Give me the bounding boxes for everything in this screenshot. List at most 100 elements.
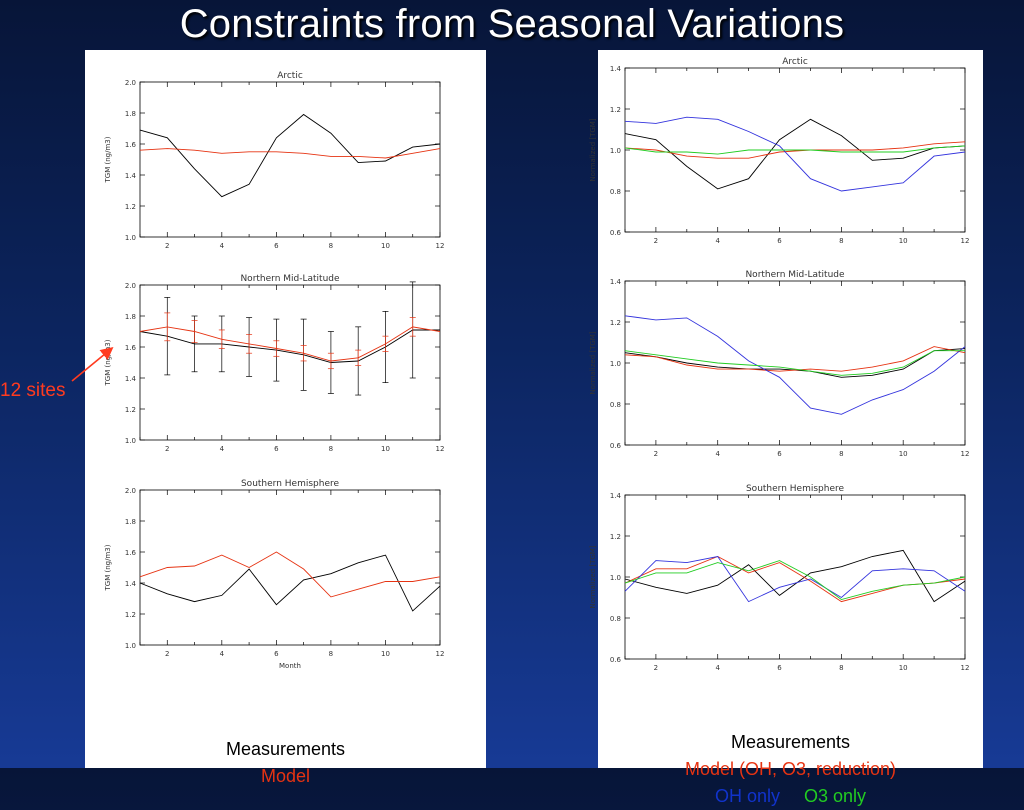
y-tick-label: 1.8 — [125, 518, 136, 526]
series-line-1 — [139, 113, 441, 198]
y-tick-label: 1.0 — [610, 147, 621, 155]
y-axis-label: Normalized [TGM] — [589, 331, 597, 394]
right-legend: Measurements Model (OH, O3, reduction) O… — [598, 729, 983, 810]
chart-title: Southern Hemisphere — [241, 479, 340, 489]
x-tick-label: 6 — [777, 450, 782, 458]
series-line-4 — [624, 560, 966, 600]
y-tick-label: 1.0 — [125, 234, 136, 242]
x-tick-label: 8 — [329, 242, 333, 250]
x-tick-label: 8 — [329, 650, 333, 658]
y-tick-label: 1.6 — [125, 344, 137, 352]
x-tick-label: 6 — [274, 242, 279, 250]
plot-frame — [139, 284, 441, 441]
chart-title: Southern Hemisphere — [746, 484, 845, 494]
y-axis-label: TGM (ng/m3) — [104, 544, 112, 591]
y-tick-label: 1.2 — [610, 106, 621, 114]
y-tick-label: 1.0 — [125, 642, 136, 650]
line-chart-5: Northern Mid-Latitude 0.6 0.8 1.0 1.2 1.4 2 4 6 8… — [589, 270, 969, 458]
x-tick-label: 8 — [839, 450, 843, 458]
y-tick-label: 1.0 — [610, 574, 621, 582]
series-line-1 — [139, 329, 440, 363]
chart-title: Arctic — [782, 57, 808, 67]
legend-measurements: Measurements — [225, 739, 346, 759]
series-line-1 — [139, 554, 441, 612]
x-tick-label: 2 — [654, 450, 658, 458]
series-line-2 — [624, 346, 966, 372]
x-tick-label: 6 — [777, 237, 782, 245]
y-tick-label: 0.6 — [610, 442, 622, 450]
x-tick-label: 12 — [961, 237, 970, 245]
legend-model: Model — [260, 766, 311, 786]
plot-frame — [139, 81, 441, 238]
y-tick-label: 1.4 — [125, 172, 137, 180]
x-tick-label: 6 — [777, 664, 782, 672]
y-tick-label: 0.6 — [610, 229, 622, 237]
legend-sensitivity-row: OH only O3 only — [598, 783, 983, 810]
chart-title: Northern Mid-Latitude — [240, 274, 340, 284]
y-tick-label: 1.0 — [125, 437, 136, 445]
series-line-2 — [139, 551, 441, 598]
line-chart-1: Arctic 1.0 1.2 1.4 1.6 1.8 2.0 2 4 6 8 10 12 TGM (ng/… — [104, 71, 444, 250]
y-tick-label: 1.0 — [610, 360, 621, 368]
y-axis-label: TGM (ng/m3) — [104, 339, 112, 386]
line-chart-2: Northern Mid-Latitude 1.0 1.2 1.4 1.6 1.8 2.0 2… — [104, 274, 444, 453]
x-tick-label: 12 — [436, 445, 445, 453]
series-line-4 — [624, 350, 965, 376]
legend-o3-only: O3 only — [804, 786, 867, 806]
chart-title: Northern Mid-Latitude — [745, 270, 845, 280]
x-tick-label: 6 — [274, 650, 279, 658]
series-line-1 — [624, 118, 966, 190]
y-tick-label: 0.8 — [610, 188, 621, 196]
x-tick-label: 12 — [961, 450, 970, 458]
line-chart-3: Southern Hemisphere 1.0 1.2 1.4 1.6 1.8 2.0 2 4 6… — [104, 479, 444, 670]
y-tick-label: 2.0 — [125, 79, 136, 87]
x-tick-label: 10 — [899, 450, 908, 458]
y-tick-label: 0.6 — [610, 656, 622, 664]
line-chart-6: Southern Hemisphere 0.6 0.8 1.0 1.2 1.4 2 4 6 8 10… — [589, 484, 969, 672]
legend-oh-only: OH only — [714, 786, 780, 806]
y-tick-label: 1.4 — [610, 65, 622, 73]
legend-measurements: Measurements — [730, 732, 851, 752]
y-tick-label: 1.4 — [610, 492, 622, 500]
x-tick-label: 8 — [329, 445, 333, 453]
x-tick-label: 8 — [839, 237, 843, 245]
x-tick-label: 12 — [961, 664, 970, 672]
x-tick-label: 10 — [381, 445, 390, 453]
y-tick-label: 1.2 — [125, 611, 136, 619]
x-tick-label: 4 — [715, 237, 720, 245]
series-line-3 — [624, 556, 966, 603]
x-tick-label: 4 — [220, 650, 225, 658]
y-axis-label: Normalized [TGM] — [589, 545, 597, 608]
series-line-2 — [139, 148, 441, 159]
y-tick-label: 1.2 — [610, 319, 621, 327]
series-line-3 — [624, 116, 966, 192]
y-tick-label: 1.4 — [125, 375, 137, 383]
x-tick-label: 2 — [654, 664, 658, 672]
x-tick-label: 2 — [654, 237, 658, 245]
y-tick-label: 1.2 — [125, 406, 136, 414]
slide-title: Constraints from Seasonal Variations — [179, 2, 845, 46]
x-tick-label: 4 — [220, 242, 225, 250]
series-line-2 — [624, 141, 966, 159]
x-tick-label: 2 — [165, 242, 169, 250]
x-tick-label: 8 — [839, 664, 843, 672]
sites-annotation: 12 sites — [0, 380, 66, 401]
plot-frame — [139, 489, 441, 646]
series-line-2 — [624, 556, 966, 603]
x-tick-label: 10 — [381, 650, 390, 658]
y-tick-label: 1.6 — [125, 141, 137, 149]
line-chart-4: Arctic 0.6 0.8 1.0 1.2 1.4 2 4 6 8 10 12 Normalized … — [589, 57, 969, 245]
x-tick-label: 10 — [899, 237, 908, 245]
left-figure-panel: Measurements Model Arctic 1.0 1.2 1.4 1.6 1.8… — [85, 50, 486, 786]
y-tick-label: 1.8 — [125, 313, 136, 321]
x-tick-label: 10 — [899, 664, 908, 672]
left-legend: Measurements Model — [85, 736, 486, 790]
x-tick-label: 10 — [381, 242, 390, 250]
x-tick-label: 2 — [165, 445, 169, 453]
y-tick-label: 0.8 — [610, 615, 621, 623]
x-tick-label: 6 — [274, 445, 279, 453]
x-tick-label: 4 — [220, 445, 225, 453]
x-axis-label: Month — [279, 662, 301, 670]
plot-frame — [624, 494, 966, 660]
x-tick-label: 12 — [436, 242, 445, 250]
